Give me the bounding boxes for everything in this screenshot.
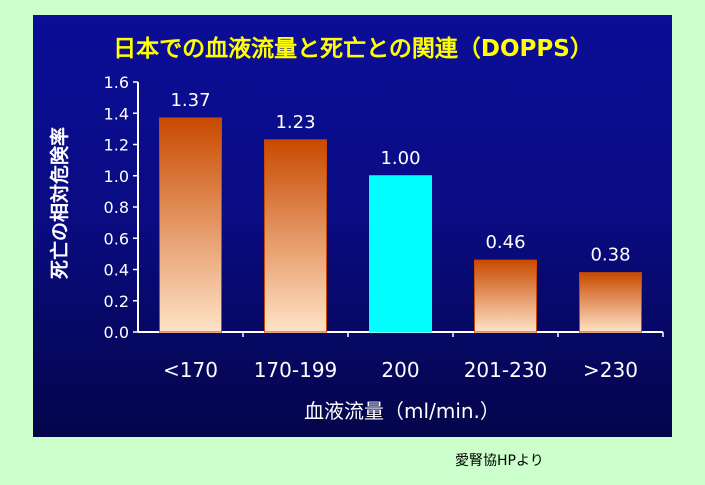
y-tick-label: 0.6 [104,229,129,248]
y-tick-label: 1.2 [104,136,129,155]
value-labels: 1.37 1.23 1.00 0.46 0.38 [170,90,630,266]
bar-1 [159,117,222,333]
bar-5 [579,272,642,333]
bar-chart: 日本での血液流量と死亡との関連（DOPPS） 死亡の相対危険率 血液流量（ml/… [48,35,664,423]
value-label: 0.46 [485,232,525,253]
y-tick-label: 1.0 [104,167,129,186]
value-label: 1.23 [275,112,315,133]
x-axis-label: 血液流量（ml/min.） [304,399,500,423]
chart-title: 日本での血液流量と死亡との関連（DOPPS） [113,35,593,62]
source-note: 愛腎協HPより [455,453,544,469]
x-tick-label: >230 [583,358,638,382]
y-axis-label: 死亡の相対危険率 [48,127,71,279]
value-label: 1.00 [380,148,420,169]
x-tick-label: 200 [381,358,419,382]
y-tick-label: 1.4 [104,104,129,123]
x-tick-label: 201-230 [464,358,548,382]
y-tick-label: 1.6 [104,73,129,92]
x-tick-label: <170 [163,358,218,382]
bars [159,117,642,333]
value-label: 1.37 [170,90,210,111]
bar-3 [369,175,432,333]
y-tick-label: 0.0 [104,323,129,342]
x-ticks: <170 170-199 200 201-230 >230 [163,332,664,382]
y-ticks: 0.0 0.2 0.4 0.6 0.8 1.0 1.2 1.4 1.6 [104,73,138,342]
y-tick-label: 0.2 [104,292,129,311]
value-label: 0.38 [590,245,630,266]
bar-4 [474,259,537,333]
chart-panel: 日本での血液流量と死亡との関連（DOPPS） 死亡の相対危険率 血液流量（ml/… [33,15,672,437]
x-tick-label: 170-199 [254,358,338,382]
y-tick-label: 0.8 [104,198,129,217]
bar-2 [264,139,327,333]
y-tick-label: 0.4 [104,261,129,280]
